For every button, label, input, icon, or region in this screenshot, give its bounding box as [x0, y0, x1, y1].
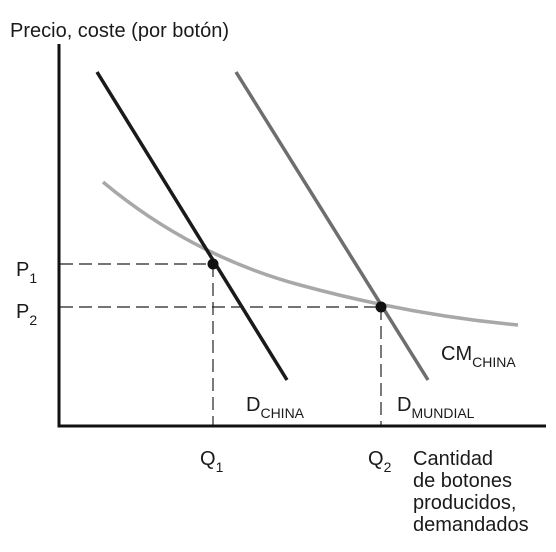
x-axis-label-line-2: de botones — [413, 470, 512, 492]
quantity-label-q2: Q2 — [368, 448, 392, 475]
guide-lines — [60, 263, 382, 426]
x-axis-label-line-4: demandados — [413, 514, 529, 536]
axes — [57, 44, 546, 428]
demand-curve-china — [95, 71, 289, 381]
y-axis-label: Precio, coste (por botón) — [10, 20, 229, 42]
average-cost-curve-china — [101, 180, 519, 327]
price-label-p2: P2 — [16, 301, 37, 328]
quantity-label-q1: Q1 — [200, 448, 224, 475]
average-cost-china-label: CMCHINA — [441, 343, 516, 370]
demand-china-label: DCHINA — [246, 394, 305, 421]
x-axis-label-line-1: Cantidad — [413, 448, 493, 470]
equilibrium-point-china — [207, 258, 219, 270]
price-label-p1: P1 — [16, 259, 37, 286]
demand-curve-world — [234, 71, 430, 381]
equilibrium-point-world — [375, 301, 387, 313]
x-axis-label-line-3: producidos, — [413, 492, 516, 514]
x-axis-label: Cantidad de botones producidos, demandad… — [413, 448, 529, 536]
demand-world-label: DMUNDIAL — [397, 394, 475, 421]
